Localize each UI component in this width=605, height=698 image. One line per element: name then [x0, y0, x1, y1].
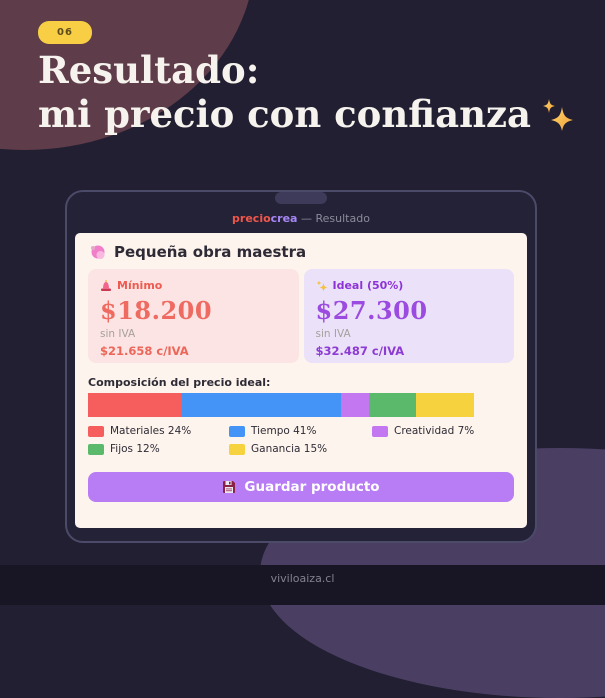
price-box-ideal-label: Ideal (50%): [316, 279, 503, 292]
price-ideal: $27.300: [315, 296, 428, 325]
brand-crea: crea: [270, 212, 298, 225]
sparkle-icon: [316, 280, 327, 291]
legend-item-ganancia: Ganancia 15%: [229, 443, 372, 455]
price-box-minimo-label: Mínimo: [100, 279, 287, 292]
legend-item-materiales: Materiales 24%: [88, 425, 229, 437]
price-box-minimo: Mínimo $18.200 sin IVA $21.658 c/IVA: [88, 269, 299, 363]
legend-swatch: [372, 425, 388, 437]
legend-swatch: [229, 425, 245, 437]
page-title-line2: mi precio con confianza: [38, 92, 575, 136]
legend-item-creatividad: Creatividad 7%: [372, 425, 514, 437]
save-product-label: Guardar producto: [244, 479, 380, 495]
brand-precio: precio: [232, 212, 271, 225]
bar-segment-tiempo: [181, 393, 342, 417]
legend-label: Fijos 12%: [110, 443, 160, 455]
bar-segment-ganancia: [415, 393, 474, 417]
price-row: Mínimo $18.200 sin IVA $21.658 c/IVA Ide…: [88, 269, 514, 363]
slide-number-badge: 06: [38, 21, 92, 44]
price-box-ideal: Ideal (50%) $27.300 sin IVA $32.487 c/IV…: [303, 269, 514, 363]
price-minimo-with-tax: $21.658 c/IVA: [100, 344, 189, 358]
slide-number: 06: [57, 27, 73, 38]
bar-segment-materiales: [88, 393, 182, 417]
composition-bar: [88, 393, 474, 417]
legend-swatch: [88, 425, 104, 437]
footer-strip: viviloaiza.cl: [0, 565, 605, 605]
legend-label: Materiales 24%: [110, 425, 192, 437]
page-title-line1: Resultado:: [38, 48, 260, 92]
window-title-suffix: — Resultado: [297, 212, 370, 225]
price-ideal-with-tax: $32.487 c/IVA: [315, 344, 405, 358]
page-title: Resultado: mi precio con confianza: [38, 48, 575, 136]
legend-swatch: [88, 443, 104, 455]
composition-label: Composición del precio ideal:: [88, 376, 271, 389]
save-product-button[interactable]: Guardar producto: [88, 472, 514, 502]
legend-label: Ganancia 15%: [251, 443, 328, 455]
price-ideal-tax-note: sin IVA: [315, 328, 351, 340]
legend-label: Creatividad 7%: [394, 425, 475, 437]
legend-swatch: [229, 443, 245, 455]
price-minimo-tax-note: sin IVA: [100, 328, 136, 340]
result-card: Pequeña obra maestra Mínimo $18.200 sin …: [75, 233, 527, 528]
price-minimo: $18.200: [100, 296, 213, 325]
product-title-label: Pequeña obra maestra: [114, 243, 307, 261]
window-handle: [275, 192, 327, 204]
bar-segment-creatividad: [341, 393, 369, 417]
footer-url: viviloaiza.cl: [270, 572, 335, 585]
composition-legend: Materiales 24% Tiempo 41% Creatividad 7% Fi…: [88, 425, 514, 455]
bar-segment-fijos: [368, 393, 416, 417]
sparkles-icon: [543, 99, 573, 131]
product-title: Pequeña obra maestra: [88, 243, 514, 261]
window-title: preciocrea — Resultado: [67, 212, 535, 225]
floppy-disk-icon: [223, 481, 236, 493]
legend-item-fijos: Fijos 12%: [88, 443, 229, 455]
legend-item-tiempo: Tiempo 41%: [229, 425, 372, 437]
siren-icon: [101, 279, 111, 291]
flower-icon: [91, 245, 105, 259]
app-window: preciocrea — Resultado Pequeña obra maes…: [65, 190, 537, 543]
legend-label: Tiempo 41%: [251, 425, 317, 437]
